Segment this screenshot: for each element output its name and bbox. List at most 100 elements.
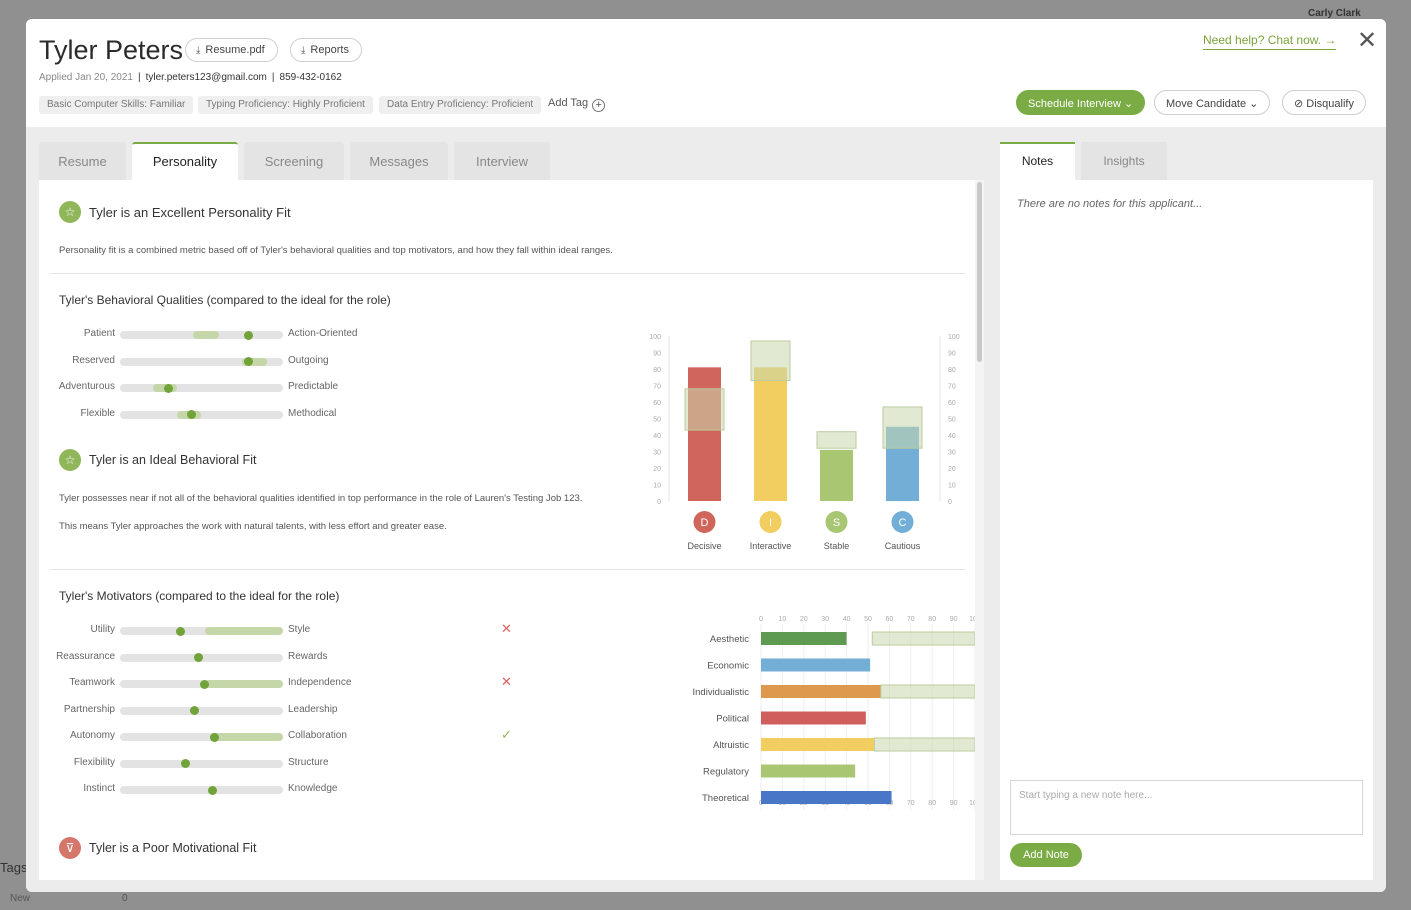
background-tags-label: Tags: [0, 860, 28, 875]
schedule-label: Schedule Interview: [1028, 98, 1121, 110]
x-tick-label-top: 50: [864, 616, 872, 623]
disc-bar: [754, 367, 787, 501]
x-tick-label-top: 90: [950, 616, 958, 623]
slider-right-label: Methodical: [288, 407, 337, 419]
slider-right-label: Predictable: [288, 381, 339, 392]
new-note-input[interactable]: Start typing a new note here...: [1010, 780, 1363, 835]
tab-notes[interactable]: Notes: [1000, 142, 1075, 180]
ban-icon: ⊘: [1294, 98, 1304, 110]
add-note-button[interactable]: Add Note: [1010, 843, 1082, 867]
x-tick-label-top: 100: [969, 616, 977, 623]
motivator-ideal-range: [871, 631, 976, 646]
slider-left-label: Autonomy: [69, 730, 115, 741]
slider-right-label: Action-Oriented: [288, 328, 358, 339]
arrow-right-icon: →: [1324, 33, 1337, 47]
tag-chip[interactable]: Typing Proficiency: Highly Proficient: [198, 96, 373, 114]
y-tick-label-right: 50: [948, 417, 956, 424]
tag-chip[interactable]: Basic Computer Skills: Familiar: [39, 96, 194, 114]
close-icon[interactable]: ✕: [1357, 27, 1378, 54]
thumbs-down-icon: ⊽: [59, 837, 81, 859]
slider-left-label: Instinct: [83, 783, 115, 794]
slider-left-label: Patient: [83, 328, 115, 339]
candidate-header: Tyler Peters ⤓ Resume.pdf ⤓ Reports Applie…: [26, 19, 1386, 127]
move-label: Move Candidate: [1166, 98, 1247, 110]
slider-row: Adventurous Predictable: [39, 381, 984, 395]
slider-right-label: Structure: [288, 756, 329, 768]
candidate-phone[interactable]: 859-432-0162: [279, 72, 342, 83]
ideal-range: [204, 627, 283, 635]
disc-bar-chart: 0 0 10 10 20 20 30 30 40 40 50 50 60 60 70 70 80 80 90 90 10…: [649, 334, 960, 551]
disc-category-label: Stable: [824, 541, 850, 551]
x-tick-label-top: 70: [907, 616, 915, 623]
disc-letter-badge: [759, 511, 782, 533]
x-tick-label-top: 60: [886, 616, 894, 623]
disc-category-label: Decisive: [687, 541, 721, 551]
slider-row: Reassurance Rewards: [39, 651, 984, 665]
y-tick-label-right: 20: [948, 466, 956, 473]
help-chat-link[interactable]: Need help? Chat now. →: [1203, 33, 1337, 50]
candidate-email[interactable]: tyler.peters123@gmail.com: [145, 72, 267, 83]
tag-chip[interactable]: Data Entry Proficiency: Proficient: [379, 96, 542, 114]
reports-button[interactable]: ⤓ Reports: [290, 38, 362, 62]
slider-right-label: Outgoing: [288, 354, 329, 366]
candidate-modal: Tyler Peters ⤓ Resume.pdf ⤓ Reports Applie…: [26, 19, 1386, 892]
y-tick-label-right: 70: [948, 384, 956, 391]
notes-panel: There are no notes for this applicant...…: [1000, 180, 1373, 880]
motivator-bar: [761, 632, 847, 645]
slider-track: [120, 759, 283, 768]
tab-interview[interactable]: Interview: [454, 142, 550, 180]
disc-category-label: Interactive: [750, 541, 792, 551]
tab-insights[interactable]: Insights: [1081, 142, 1167, 180]
x-tick-label-bottom: 70: [907, 800, 915, 807]
plus-circle-icon: +: [592, 99, 606, 112]
slider-value-dot: [208, 785, 218, 795]
y-tick-label-right: 40: [948, 433, 956, 440]
motivator-label: Theoretical: [702, 793, 749, 804]
x-tick-label-bottom: 90: [950, 800, 958, 807]
behavioral-fit-title: Tyler is an Ideal Behavioral Fit: [89, 453, 257, 467]
disc-letter-badge: [891, 511, 914, 533]
panel-scrollbar[interactable]: [975, 180, 984, 880]
x-tick-label-top: 40: [843, 616, 851, 623]
behavioral-fit-text-2: This means Tyler approaches the work wit…: [59, 521, 447, 532]
x-tick-label-top: 30: [821, 616, 829, 623]
download-icon: ⤓: [301, 45, 306, 56]
motivator-label: Political: [716, 714, 749, 725]
slider-row: Instinct Knowledge: [39, 783, 984, 797]
disc-letter: D: [701, 517, 709, 529]
motivators-bar-chart: 0010102020303040405050606070708080909010…: [693, 616, 977, 810]
tab-screening[interactable]: Screening: [244, 142, 344, 180]
slider-row: Utility Style ✕: [39, 621, 984, 638]
move-candidate-button[interactable]: Move Candidate ⌄: [1154, 90, 1271, 115]
y-tick-label-left: 50: [653, 417, 661, 424]
personality-fit-title: Tyler is an Excellent Personality Fit: [89, 205, 291, 220]
y-tick-label-right: 90: [948, 351, 956, 358]
personality-panel: ☆ Tyler is an Excellent Personality Fit …: [39, 180, 984, 880]
scrollbar-thumb[interactable]: [977, 182, 982, 362]
x-tick-label-top: 20: [800, 616, 808, 623]
disc-bar: [820, 449, 853, 501]
y-tick-label-right: 60: [948, 400, 956, 407]
slider-right-label: Style: [288, 624, 311, 635]
y-tick-label-right: 100: [948, 334, 960, 341]
slider-left-label: Flexibility: [73, 756, 115, 768]
tab-resume[interactable]: Resume: [39, 142, 126, 180]
resume-label: Resume.pdf: [205, 44, 265, 56]
star-icon: ☆: [59, 201, 81, 223]
slider-left-label: Utility: [90, 624, 115, 635]
disqualify-label: Disqualify: [1306, 98, 1354, 110]
tab-messages[interactable]: Messages: [350, 142, 448, 180]
behavioral-fit-text-1: Tyler possesses near if not all of the b…: [59, 493, 583, 504]
slider-right-label: Rewards: [288, 650, 328, 662]
schedule-interview-button[interactable]: Schedule Interview ⌄: [1016, 90, 1146, 115]
x-tick-label-bottom: 100: [969, 800, 977, 807]
slider-left-label: Partnership: [63, 703, 115, 715]
resume-button[interactable]: ⤓ Resume.pdf: [185, 38, 278, 62]
disc-letter: S: [833, 517, 840, 529]
disc-ideal-range: [684, 388, 725, 431]
check-icon: ✓: [501, 727, 512, 742]
add-tag-button[interactable]: Add Tag +: [548, 97, 606, 112]
disqualify-button[interactable]: ⊘ Disqualify: [1282, 90, 1366, 115]
slider-right-label: Collaboration: [288, 730, 347, 741]
tab-personality[interactable]: Personality: [132, 142, 238, 180]
